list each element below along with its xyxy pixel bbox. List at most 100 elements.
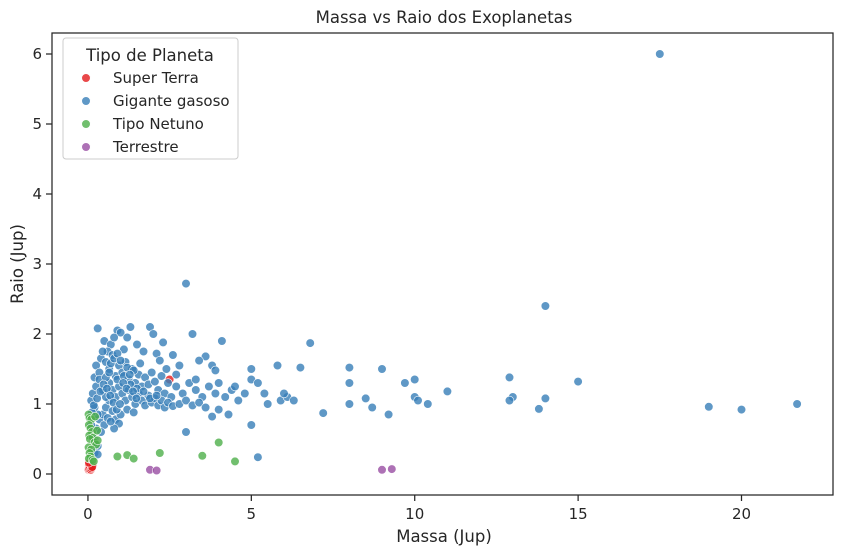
point-gigante-gasoso-81 [344, 399, 355, 409]
point-gigante-gasoso-74 [259, 388, 270, 399]
point-terrestre-2 [377, 465, 387, 475]
point-gigante-gasoso-165 [138, 386, 149, 397]
point-gigante-gasoso-17 [122, 332, 132, 343]
point-gigante-gasoso-96 [573, 377, 583, 387]
y-tick-label-4: 4 [32, 185, 42, 203]
point-gigante-gasoso-6 [148, 329, 158, 339]
point-gigante-gasoso-24 [272, 360, 283, 371]
point-gigante-gasoso-169 [104, 367, 114, 378]
legend: Tipo de Planeta Super Terra Gigante gasos… [62, 37, 239, 160]
point-gigante-gasoso-23 [201, 351, 211, 362]
point-gigante-gasoso-178 [191, 374, 201, 385]
point-gigante-gasoso-39 [98, 346, 108, 357]
point-gigante-gasoso-11 [132, 339, 142, 350]
point-terrestre-3 [387, 464, 397, 474]
point-tipo-netuno-11 [93, 435, 103, 446]
point-gigante-gasoso-86 [410, 374, 420, 385]
point-gigante-gasoso-94 [534, 404, 544, 414]
point-gigante-gasoso-79 [318, 408, 328, 418]
point-gigante-gasoso-0 [655, 49, 665, 59]
point-gigante-gasoso-3 [93, 323, 103, 334]
point-gigante-gasoso-55 [150, 377, 160, 387]
legend-marker-super-terra [81, 73, 91, 83]
point-gigante-gasoso-196 [131, 393, 141, 404]
point-gigante-gasoso-145 [181, 395, 191, 406]
chart-title: Massa vs Raio dos Exoplanetas [316, 8, 573, 27]
legend-label-terrestre: Terrestre [112, 138, 179, 156]
legend-marker-gigante-gasoso [81, 96, 91, 106]
point-gigante-gasoso-12 [158, 337, 168, 348]
point-gigante-gasoso-179 [214, 378, 224, 388]
point-gigante-gasoso-28 [246, 364, 256, 374]
point-gigante-gasoso-101 [214, 405, 224, 415]
point-gigante-gasoso-180 [230, 381, 240, 392]
point-gigante-gasoso-88 [413, 395, 423, 406]
point-gigante-gasoso-80 [344, 378, 355, 388]
point-gigante-gasoso-149 [207, 412, 217, 422]
point-gigante-gasoso-61 [171, 381, 181, 392]
point-gigante-gasoso-20 [138, 346, 149, 357]
point-tipo-netuno-25 [197, 451, 207, 461]
point-gigante-gasoso-98 [736, 405, 747, 415]
point-gigante-gasoso-70 [233, 395, 243, 406]
point-gigante-gasoso-82 [361, 393, 371, 404]
point-gigante-gasoso-75 [263, 399, 273, 409]
point-gigante-gasoso-54 [147, 367, 157, 378]
point-gigante-gasoso-16 [109, 332, 119, 343]
point-gigante-gasoso-73 [253, 378, 263, 388]
point-gigante-gasoso-90 [442, 386, 453, 397]
point-gigante-gasoso-33 [155, 356, 165, 366]
legend-label-super-terra: Super Terra [113, 69, 199, 87]
point-tipo-netuno-21 [112, 451, 122, 462]
point-gigante-gasoso-57 [156, 371, 167, 381]
point-gigante-gasoso-68 [220, 392, 230, 402]
point-gigante-gasoso-102 [246, 420, 256, 430]
legend-items: Super Terra Gigante gasoso Tipo Netuno Terr… [81, 69, 230, 156]
point-tipo-netuno-20 [92, 426, 102, 436]
point-gigante-gasoso-154 [106, 416, 116, 427]
point-gigante-gasoso-97 [704, 402, 714, 412]
points-layer [83, 49, 802, 476]
point-gigante-gasoso-13 [305, 338, 315, 348]
point-gigante-gasoso-19 [119, 344, 129, 355]
legend-label-gigante-gasoso: Gigante gasoso [113, 92, 230, 110]
point-gigante-gasoso-181 [279, 388, 289, 399]
point-gigante-gasoso-194 [125, 370, 135, 380]
y-axis: 0 1 2 3 4 5 6 [32, 45, 52, 483]
y-tick-label-0: 0 [32, 465, 42, 483]
point-gigante-gasoso-103 [253, 452, 263, 462]
y-tick-label-6: 6 [32, 45, 42, 63]
point-gigante-gasoso-85 [400, 378, 410, 388]
point-gigante-gasoso-173 [115, 356, 126, 366]
point-gigante-gasoso-64 [191, 385, 201, 395]
point-gigante-gasoso-31 [210, 365, 220, 376]
legend-title: Tipo de Planeta [85, 46, 214, 65]
y-tick-label-1: 1 [32, 395, 42, 413]
point-gigante-gasoso-83 [367, 402, 377, 413]
point-gigante-gasoso-1 [181, 279, 191, 289]
point-gigante-gasoso-2 [540, 301, 551, 311]
point-gigante-gasoso-167 [152, 391, 162, 401]
point-gigante-gasoso-84 [384, 409, 394, 420]
point-gigante-gasoso-176 [161, 364, 171, 374]
x-tick-label-10: 10 [405, 505, 424, 523]
point-gigante-gasoso-191 [115, 399, 125, 409]
point-gigante-gasoso-99 [792, 399, 802, 409]
point-gigante-gasoso-89 [423, 399, 433, 409]
x-tick-label-5: 5 [247, 505, 257, 523]
point-tipo-netuno-23 [129, 454, 139, 464]
point-gigante-gasoso-66 [204, 381, 214, 392]
point-gigante-gasoso-14 [115, 328, 126, 338]
y-tick-label-2: 2 [32, 325, 42, 343]
point-gigante-gasoso-25 [295, 363, 306, 373]
point-tipo-netuno-27 [230, 456, 240, 467]
point-gigante-gasoso-95 [540, 393, 551, 404]
legend-marker-tipo-netuno [81, 119, 91, 129]
point-gigante-gasoso-78 [289, 395, 299, 406]
y-tick-label-3: 3 [32, 255, 42, 273]
y-tick-label-5: 5 [32, 115, 42, 133]
point-gigante-gasoso-27 [377, 364, 387, 374]
point-gigante-gasoso-177 [171, 370, 181, 380]
point-gigante-gasoso-93 [504, 395, 515, 406]
